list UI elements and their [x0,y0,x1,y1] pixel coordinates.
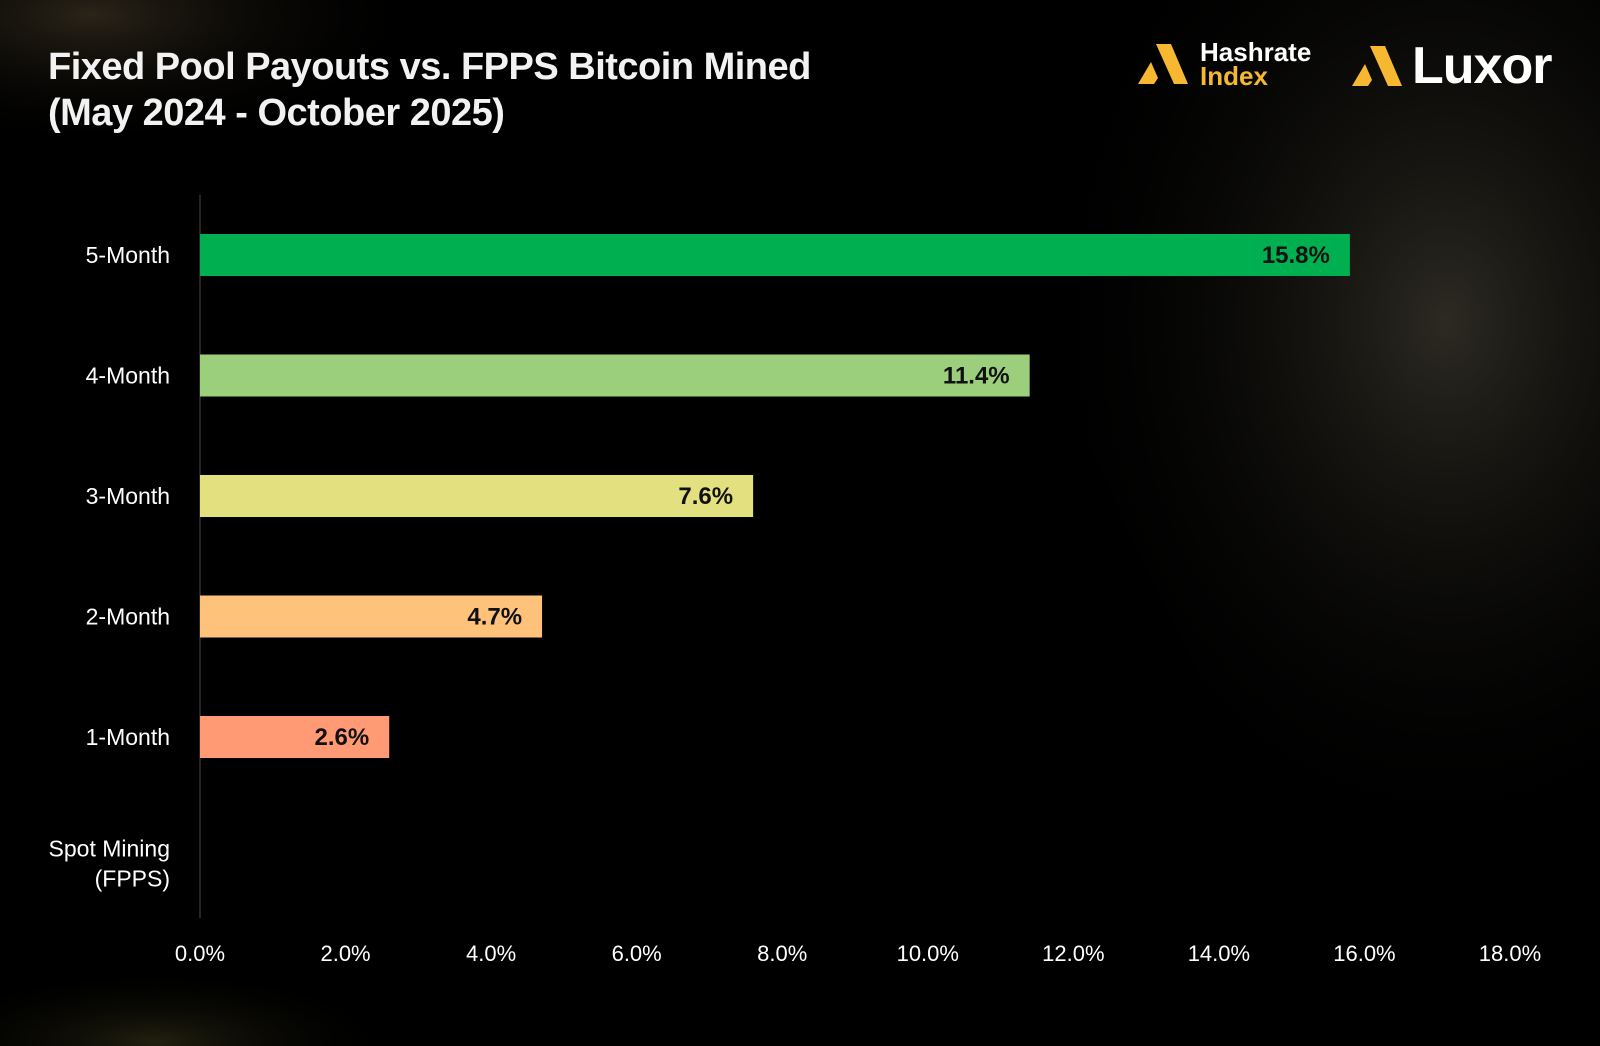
x-tick-label: 0.0% [175,941,225,966]
chart-title-line-2: (May 2024 - October 2025) [48,92,505,134]
x-tick-label: 16.0% [1333,941,1395,966]
category-labels-group: 5-Month 4-Month 3-Month 2-Month 1-Month Spot … [49,242,170,892]
bar-4-month [200,354,1030,397]
bar-1-month [200,716,390,758]
luxor-logo-text: Luxor [1412,37,1552,95]
category-label: 3-Month [86,483,170,509]
category-label: 2-Month [86,604,170,630]
category-label: 5-Month [86,242,170,268]
hashrate-index-mountain-icon [1138,44,1188,84]
data-label: 11.4% [943,363,1010,390]
data-label: 7.6% [678,483,733,510]
hashrate-index-logo: Hashrate Index [1138,37,1312,91]
bar-3-month [200,475,754,517]
luxor-mountain-icon [1352,46,1402,86]
luxor-logo: Luxor [1352,37,1552,95]
data-label: 15.8% [1262,242,1330,269]
bar-2-month [200,595,543,638]
chart-title: Fixed Pool Payouts vs. FPPS Bitcoin Mine… [48,44,811,136]
category-label: (FPPS) [95,866,170,892]
hashrate-logo-text: Hashrate [1200,37,1312,67]
bar-5-month [200,234,1350,276]
category-label: 4-Month [86,363,170,389]
index-logo-text: Index [1200,61,1268,91]
x-tick-label: 8.0% [757,941,807,966]
x-tick-label: 4.0% [466,941,516,966]
x-tick-label: 2.0% [320,941,370,966]
x-tick-label: 10.0% [897,941,959,966]
x-tick-labels-group: 0.0% 2.0% 4.0% 6.0% 8.0% 10.0% 12.0% 14.0% 16.0%… [175,941,1541,966]
category-label: Spot Mining [49,836,170,862]
x-tick-label: 6.0% [612,941,662,966]
data-label: 4.7% [467,604,522,631]
chart-title-line-1: Fixed Pool Payouts vs. FPPS Bitcoin Mine… [48,46,811,88]
category-label: 1-Month [86,724,170,750]
x-tick-label: 12.0% [1042,941,1104,966]
x-tick-label: 18.0% [1479,941,1541,966]
bars-group: 15.8% 11.4% 7.6% 4.7% 2.6% [200,234,1350,758]
x-tick-label: 14.0% [1188,941,1250,966]
data-label: 2.6% [315,724,370,751]
